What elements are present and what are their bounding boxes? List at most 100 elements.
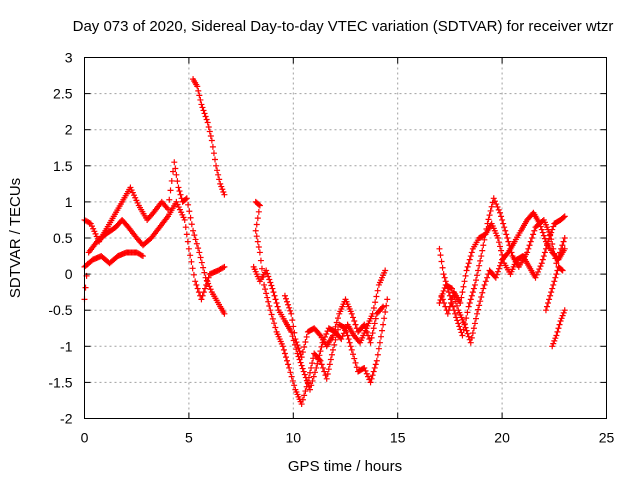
data-point: [272, 324, 279, 331]
data-point: [477, 298, 484, 305]
data-point: [371, 320, 378, 327]
data-point: [198, 101, 205, 108]
data-point: [218, 183, 225, 190]
data-point: [537, 223, 544, 230]
data-point: [437, 296, 444, 303]
data-point: [208, 137, 215, 144]
data-point: [556, 321, 563, 328]
data-point: [195, 87, 202, 94]
x-tick-label: 0: [81, 430, 89, 446]
data-point: [500, 220, 507, 227]
data-point: [253, 221, 260, 228]
data-point: [549, 241, 556, 248]
data-point: [497, 243, 504, 250]
data-point: [196, 92, 203, 99]
data-point: [553, 271, 560, 278]
data-point: [498, 247, 505, 254]
data-point: [267, 307, 274, 314]
data-point: [486, 212, 493, 219]
data-point: [203, 281, 210, 288]
data-point: [264, 270, 271, 277]
data-point: [505, 238, 512, 245]
data-point: [552, 274, 559, 281]
data-point: [476, 262, 483, 269]
data-point: [264, 294, 271, 301]
data-point: [538, 226, 545, 233]
data-point: [187, 214, 194, 221]
data-point: [533, 271, 540, 278]
data-point: [184, 238, 191, 245]
data-point: [539, 229, 546, 236]
data-point: [560, 238, 567, 245]
data-point: [438, 258, 445, 265]
data-point: [561, 245, 568, 252]
y-axis-label: SDTVAR / TECUs: [7, 178, 24, 298]
data-point: [256, 202, 263, 209]
data-point: [201, 110, 208, 117]
data-point: [362, 325, 369, 332]
data-point: [347, 343, 354, 350]
data-point: [282, 295, 289, 302]
data-point: [475, 267, 482, 274]
data-point: [560, 214, 567, 221]
data-point: [281, 292, 288, 299]
data-point: [199, 292, 206, 299]
data-point: [363, 370, 370, 377]
data-point: [301, 392, 308, 399]
data-point: [200, 264, 207, 271]
data-point: [299, 365, 306, 372]
data-point: [215, 171, 222, 178]
data-point: [297, 359, 304, 366]
data-point: [332, 336, 339, 343]
data-point: [217, 180, 224, 187]
data-point: [498, 259, 505, 266]
data-point: [284, 357, 291, 364]
data-point: [526, 242, 533, 249]
data-point: [261, 281, 268, 288]
data-point: [549, 343, 556, 350]
data-point: [448, 285, 455, 292]
data-point: [310, 373, 317, 380]
data-point: [464, 309, 471, 316]
data-point: [469, 330, 476, 337]
data-point: [561, 235, 568, 241]
data-point: [561, 213, 568, 220]
data-point: [302, 338, 309, 345]
data-point: [212, 156, 218, 163]
data-point: [468, 249, 475, 256]
data-point: [467, 296, 474, 303]
data-point: [327, 356, 334, 363]
data-point: [462, 272, 469, 279]
data-point: [216, 176, 223, 183]
data-point: [271, 292, 278, 299]
data-point: [372, 299, 379, 306]
data-point: [380, 303, 387, 310]
data-point: [551, 337, 558, 344]
data-point: [365, 373, 372, 380]
data-point: [547, 292, 554, 299]
data-point: [302, 374, 309, 381]
data-point: [440, 287, 447, 294]
data-point: [501, 224, 508, 231]
data-point: [348, 310, 355, 317]
data-point: [446, 303, 453, 310]
data-series: [250, 263, 389, 393]
data-point: [363, 328, 370, 335]
data-point: [351, 318, 358, 325]
data-point: [369, 372, 376, 379]
y-tick-label: 0: [65, 266, 73, 282]
data-point: [481, 281, 488, 288]
data-point: [209, 143, 216, 150]
x-tick-label: 20: [494, 430, 510, 446]
data-series: [190, 76, 228, 198]
data-point: [346, 339, 353, 346]
data-point: [332, 323, 339, 330]
data-point: [253, 233, 260, 240]
data-point: [176, 188, 183, 195]
data-point: [202, 113, 209, 120]
data-point: [82, 284, 89, 291]
data-point: [221, 191, 228, 198]
data-point: [219, 186, 226, 193]
data-point: [550, 281, 557, 288]
data-point: [350, 314, 357, 321]
